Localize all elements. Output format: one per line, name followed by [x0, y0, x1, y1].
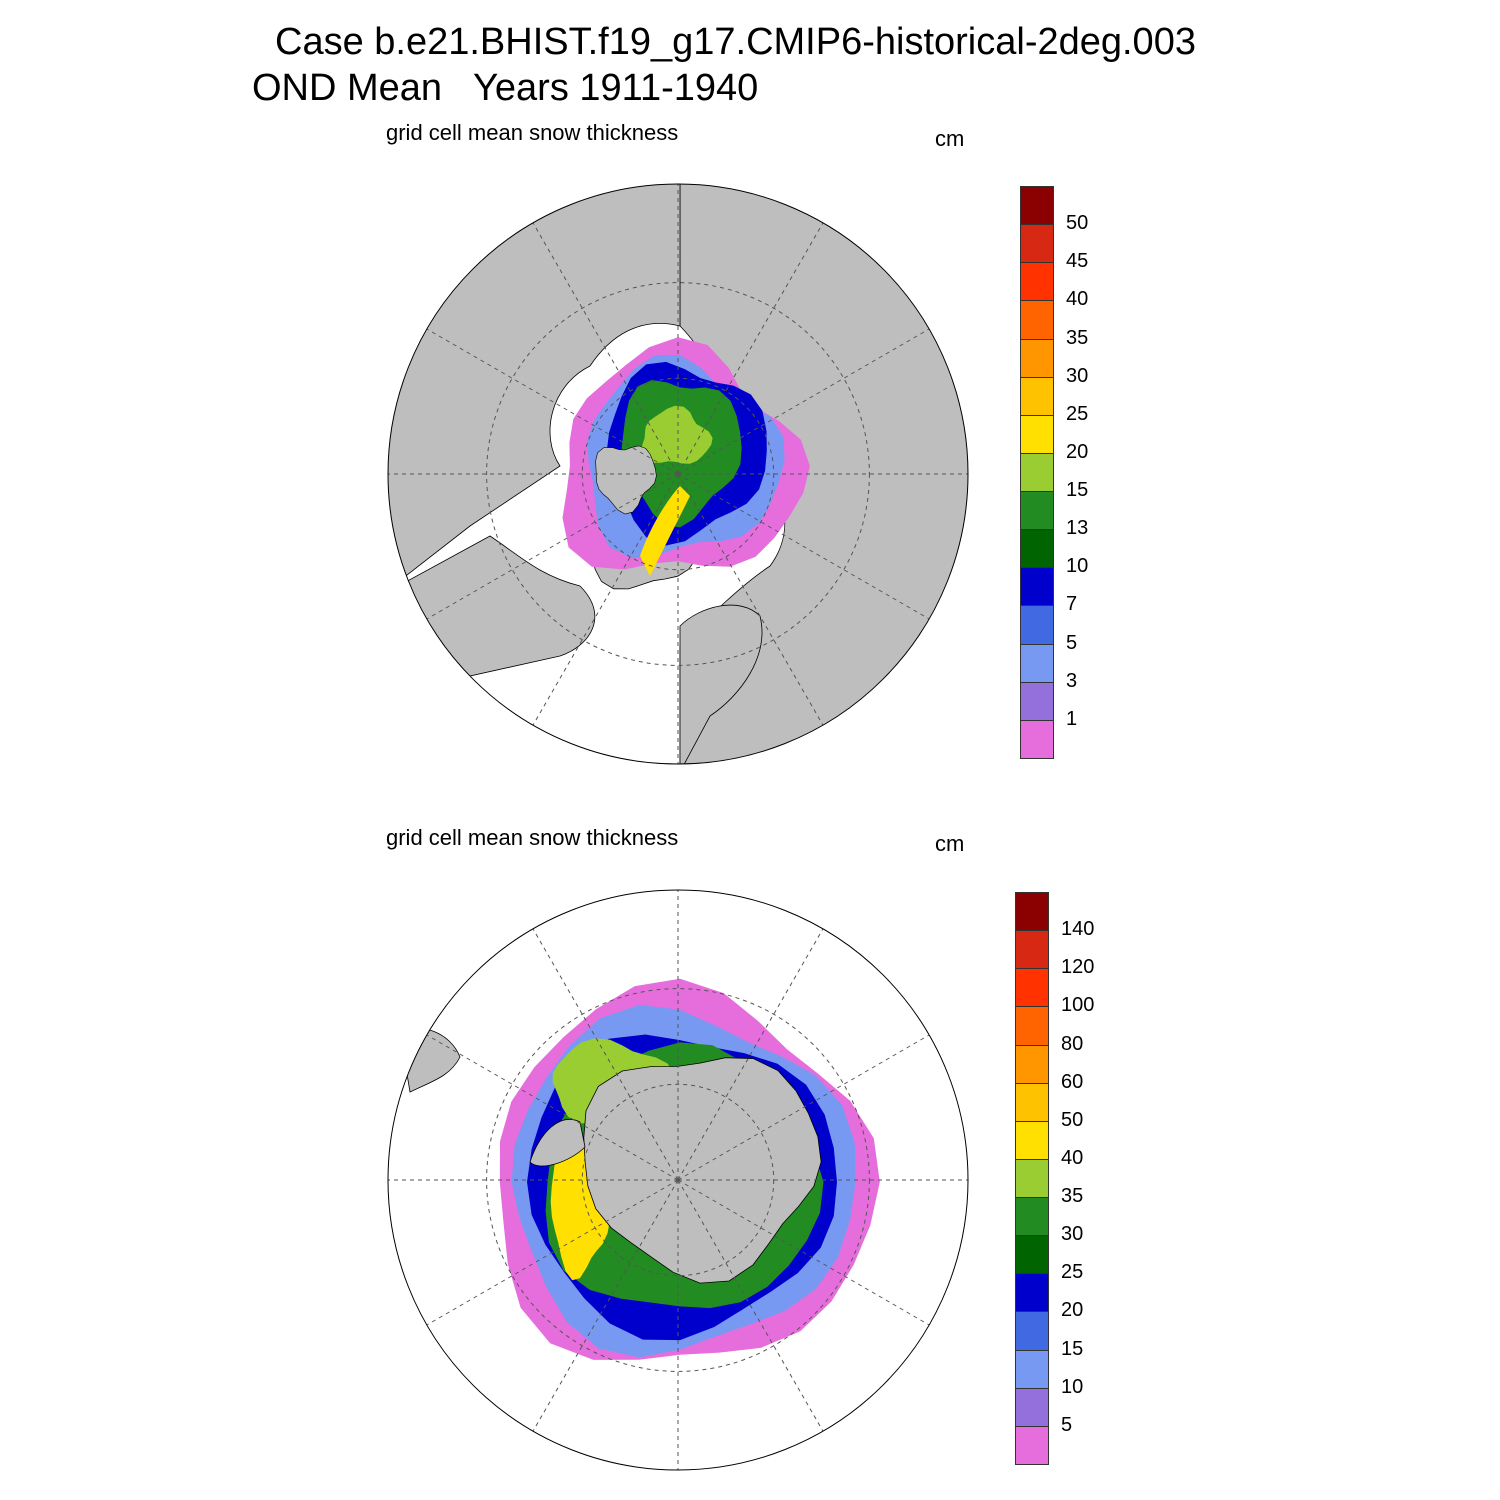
north-colorbar-label: 50 — [1066, 212, 1089, 235]
south-colorbar-swatch — [1015, 930, 1049, 970]
south-colorbar: 5 10 15 20 25 30 35 40 50 60 80 100 120 140 — [1015, 892, 1145, 1465]
north-colorbar-swatch — [1020, 262, 1054, 302]
meridian-line — [677, 222, 824, 475]
meridian-line — [677, 928, 824, 1181]
north-colorbar: 1 3 5 7 10 13 15 20 25 30 35 40 45 50 — [1020, 186, 1150, 759]
south-colorbar-label: 80 — [1061, 1032, 1084, 1055]
europe-landmass — [679, 604, 763, 764]
meridian-line — [677, 473, 824, 726]
plot-title-line-2: OND Mean Years 1911-1940 — [252, 67, 759, 109]
latitude-circle — [486, 988, 870, 1372]
snow-band-20 — [640, 405, 713, 464]
north-colorbar-label: 7 — [1066, 593, 1078, 616]
north-colorbar-label: 15 — [1066, 479, 1089, 502]
south-colorbar-swatch — [1015, 1349, 1049, 1389]
plot-title-line-1: Case b.e21.BHIST.f19_g17.CMIP6-historica… — [275, 21, 1196, 63]
north-colorbar-swatch — [1020, 300, 1054, 340]
north-colorbar-label: 30 — [1066, 364, 1089, 387]
north-colorbar-label: 45 — [1066, 250, 1089, 273]
south-colorbar-label: 140 — [1061, 918, 1095, 941]
north-colorbar-swatch — [1020, 452, 1054, 493]
south-colorbar-swatch — [1015, 1044, 1049, 1084]
south-colorbar-swatch — [1015, 1273, 1049, 1313]
north-panel-units-label: cm — [935, 126, 965, 151]
south-colorbar-label: 25 — [1061, 1261, 1084, 1284]
south-colorbar-swatch — [1015, 1082, 1049, 1122]
north-panel-variable-label: grid cell mean snow thickness — [386, 120, 679, 145]
map-border — [387, 183, 969, 765]
south-colorbar-label: 100 — [1061, 994, 1095, 1017]
south-colorbar-label: 60 — [1061, 1070, 1084, 1093]
south-colorbar-swatch — [1015, 1006, 1049, 1046]
meridian-line — [426, 1179, 679, 1326]
south-colorbar-swatch — [1015, 1235, 1049, 1275]
north-colorbar-label: 1 — [1066, 707, 1078, 730]
antarctic-peninsula — [529, 1119, 586, 1167]
south-colorbar-label: 35 — [1061, 1185, 1084, 1208]
meridian-line — [677, 328, 930, 475]
north-colorbar-swatch — [1020, 643, 1054, 683]
north-colorbar-swatch — [1020, 414, 1054, 454]
south-colorbar-label: 20 — [1061, 1299, 1084, 1322]
north-colorbar-label: 20 — [1066, 440, 1089, 463]
north-colorbar-swatch — [1020, 719, 1054, 759]
north-colorbar-swatch — [1020, 224, 1054, 264]
meridian-line — [532, 222, 679, 475]
south-colorbar-label: 120 — [1061, 956, 1095, 979]
meridian-line — [426, 328, 679, 475]
north-polar-panel: grid cell mean snow thickness cm 1 3 5 7 10 1… — [386, 120, 1150, 765]
south-colorbar-label: 15 — [1061, 1337, 1084, 1360]
north-colorbar-swatch — [1020, 529, 1054, 569]
north-colorbar-label: 13 — [1066, 517, 1089, 540]
south-colorbar-swatch — [1015, 892, 1049, 932]
south-map-content — [388, 890, 968, 1470]
north-colorbar-label: 25 — [1066, 402, 1089, 425]
north-colorbar-label: 3 — [1066, 669, 1078, 692]
north-colorbar-swatch — [1020, 338, 1054, 378]
north-colorbar-label: 40 — [1066, 288, 1089, 311]
south-polar-panel: grid cell mean snow thickness cm 5 10 15 20… — [0, 790, 1500, 1500]
north-colorbar-swatch — [1020, 681, 1054, 721]
south-colorbar-swatch — [1015, 1197, 1049, 1237]
meridian-line — [677, 1179, 824, 1432]
meridian-line — [532, 473, 679, 726]
south-colorbar-label: 50 — [1061, 1108, 1084, 1131]
north-colorbar-label: 35 — [1066, 326, 1089, 349]
north-colorbar-label: 5 — [1066, 631, 1078, 654]
south-colorbar-swatch — [1015, 1311, 1049, 1351]
north-colorbar-swatch — [1020, 491, 1054, 531]
latitude-circle — [486, 282, 870, 666]
meridian-line — [426, 1034, 679, 1181]
north-colorbar-swatch — [1020, 376, 1054, 416]
south-colorbar-label: 40 — [1061, 1146, 1084, 1169]
north-colorbar-swatch — [1020, 605, 1054, 645]
south-panel-units-label: cm — [935, 831, 965, 856]
north-polar-map — [387, 183, 969, 765]
map-border — [387, 889, 969, 1471]
meridian-line — [677, 1034, 930, 1181]
north-colorbar-label: 10 — [1066, 555, 1089, 578]
meridian-line — [677, 473, 930, 620]
latitude-circle — [581, 377, 775, 571]
south-colorbar-swatch — [1015, 1120, 1049, 1160]
south-polar-map — [387, 889, 969, 1471]
south-colorbar-swatch — [1015, 1158, 1049, 1199]
south-colorbar-swatch — [1015, 1425, 1049, 1465]
south-panel-variable-label: grid cell mean snow thickness — [386, 825, 679, 850]
latitude-circle — [581, 1083, 775, 1277]
meridian-line — [532, 928, 679, 1181]
south-colorbar-label: 5 — [1061, 1413, 1073, 1436]
north-map-content — [388, 184, 968, 764]
meridian-line — [532, 1179, 679, 1432]
meridian-line — [426, 473, 679, 620]
arctic-archipelago — [595, 445, 657, 515]
north-colorbar-swatch — [1020, 186, 1054, 226]
south-colorbar-swatch — [1015, 968, 1049, 1008]
meridian-line — [677, 1179, 930, 1326]
north-colorbar-swatch — [1020, 567, 1054, 607]
south-colorbar-label: 10 — [1061, 1375, 1084, 1398]
south-colorbar-swatch — [1015, 1387, 1049, 1427]
south-colorbar-label: 30 — [1061, 1223, 1084, 1246]
